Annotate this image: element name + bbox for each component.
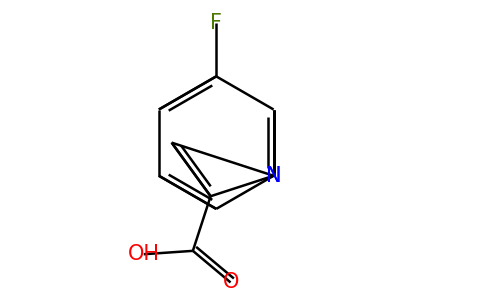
Text: N: N: [266, 166, 281, 186]
Text: OH: OH: [128, 244, 160, 264]
Text: O: O: [222, 272, 239, 292]
Text: N: N: [266, 166, 281, 186]
Text: F: F: [210, 14, 222, 33]
